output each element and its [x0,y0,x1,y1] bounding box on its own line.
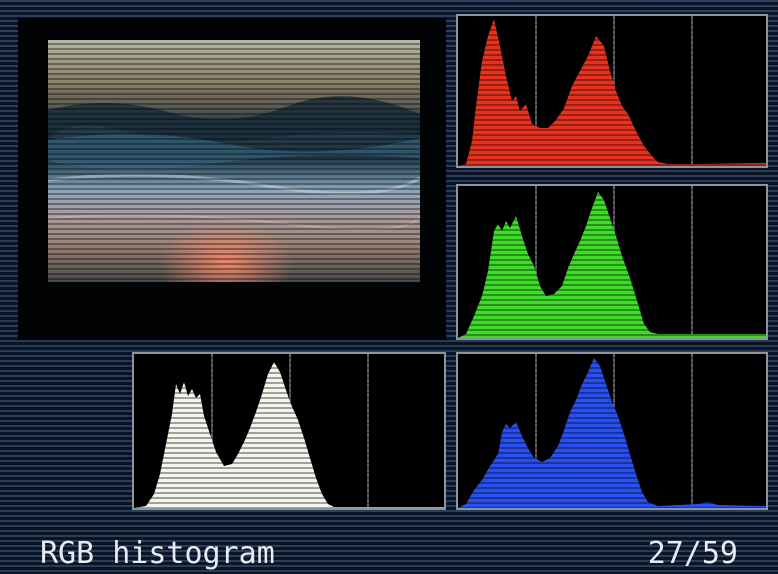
luminance-histogram [132,352,446,510]
green-histogram [456,184,768,340]
luminance-histogram-curve [134,362,444,508]
image-preview [48,40,420,282]
blue-histogram-curve [458,358,766,508]
status-bar: RGB histogram 27/59 [0,534,778,574]
display-mode-label: RGB histogram [40,536,275,571]
preview-thumbnail [48,40,420,282]
blue-histogram [456,352,768,510]
frame-counter: 27/59 [647,536,738,571]
red-histogram [456,14,768,168]
red-histogram-curve [458,19,766,166]
green-histogram-curve [458,192,766,338]
